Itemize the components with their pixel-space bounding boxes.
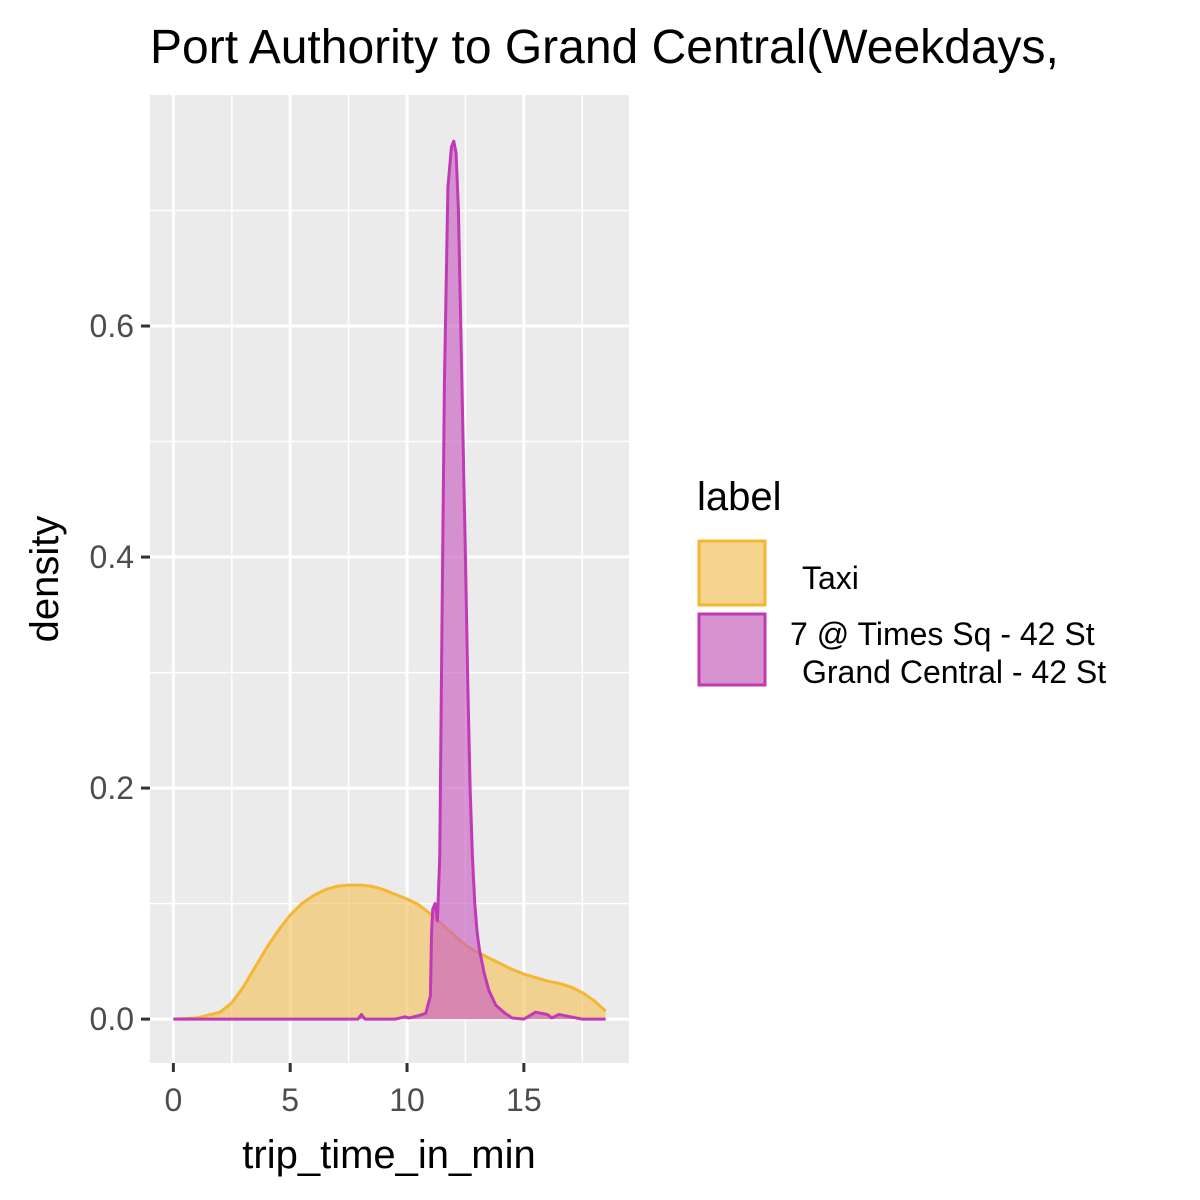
x-tick-label: 15 <box>506 1082 542 1118</box>
x-axis-title: trip_time_in_min <box>242 1133 535 1177</box>
x-tick-label: 10 <box>389 1082 425 1118</box>
x-axis: 0 5 10 15 <box>164 1063 542 1118</box>
chart-title: Port Authority to Grand Central(Weekdays… <box>150 21 1059 74</box>
density-series <box>173 139 607 1021</box>
y-axis: 0.0 0.2 0.4 0.6 <box>90 308 150 1037</box>
legend-key-taxi <box>697 539 767 607</box>
y-tick-label: 0.6 <box>90 308 134 344</box>
y-tick-label: 0.4 <box>90 539 134 575</box>
density-line-taxi <box>173 883 607 1021</box>
legend-title: label <box>697 475 782 519</box>
y-axis-title: density <box>23 516 67 643</box>
y-tick-label: 0.2 <box>90 770 134 806</box>
x-tick-label: 5 <box>281 1082 299 1118</box>
legend-label-subway-line1: 7 @ Times Sq - 42 St <box>790 616 1095 652</box>
legend-key-subway <box>697 612 767 687</box>
y-tick-label: 0.0 <box>90 1001 134 1037</box>
x-tick-label: 0 <box>164 1082 182 1118</box>
legend: label Taxi 7 @ Times Sq - 42 St Grand Ce… <box>697 475 1106 690</box>
legend-label-subway-line2: Grand Central - 42 St <box>802 654 1106 690</box>
density-area-taxi <box>173 885 606 1020</box>
density-line-subway <box>173 139 606 1021</box>
legend-label-taxi: Taxi <box>802 560 859 596</box>
